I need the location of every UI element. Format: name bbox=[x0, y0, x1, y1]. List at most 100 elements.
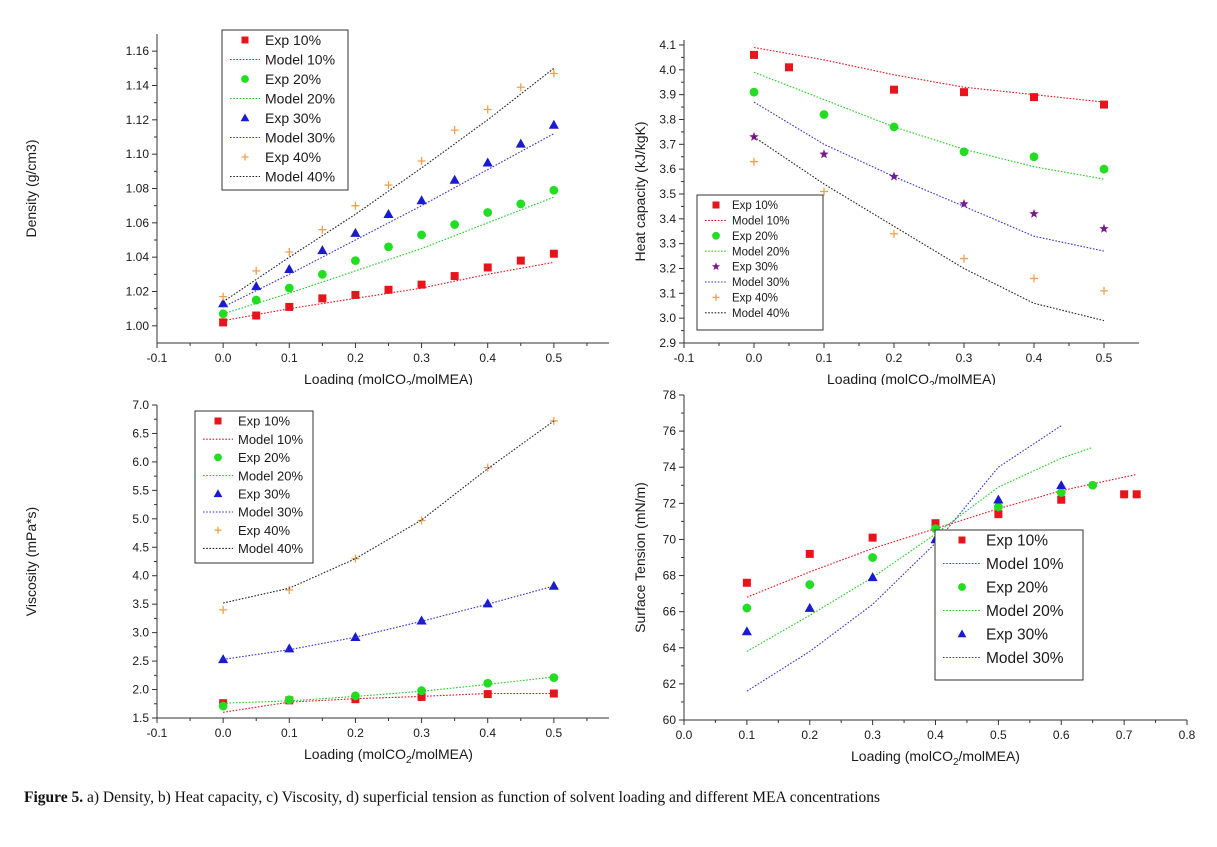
data-point-exp-30pct bbox=[482, 157, 493, 167]
data-point-exp-30pct bbox=[548, 119, 559, 129]
legend-label: Model 10% bbox=[265, 52, 335, 68]
data-point-exp-40pct bbox=[417, 516, 426, 525]
legend-swatch bbox=[214, 417, 222, 425]
y-tick-label: 74 bbox=[663, 460, 677, 474]
y-tick-label: 4.0 bbox=[659, 63, 676, 77]
series-line-model-10pct bbox=[223, 261, 554, 322]
data-point-exp-30pct bbox=[867, 572, 878, 582]
data-point-exp-20pct bbox=[284, 695, 294, 705]
data-point-exp-40pct bbox=[890, 229, 898, 238]
data-point-exp-30pct bbox=[350, 227, 361, 237]
legend-box bbox=[194, 410, 314, 564]
axes: -0.1 0.0 0.1 0.2 0.3 0.4 0.5 2.9 3.0 3.1 3.2 3.3 3.4… bbox=[659, 38, 1139, 365]
data-point-exp-20pct bbox=[417, 230, 426, 240]
data-point-exp-10pct bbox=[1100, 100, 1108, 109]
y-tick-label: 3.9 bbox=[659, 88, 676, 102]
data-point-exp-30pct bbox=[889, 171, 899, 181]
data-point-exp-30pct bbox=[741, 626, 752, 636]
data-point-exp-10pct bbox=[549, 249, 558, 258]
data-point-exp-40pct bbox=[483, 105, 492, 114]
data-point-exp-30pct bbox=[317, 245, 328, 255]
data-point-exp-20pct bbox=[1088, 480, 1098, 490]
data-point-exp-40pct bbox=[252, 266, 261, 275]
legend-swatch bbox=[711, 262, 721, 271]
data-point-exp-40pct bbox=[516, 83, 525, 92]
data-point-exp-30pct bbox=[218, 654, 229, 664]
data-point-exp-40pct bbox=[1030, 274, 1038, 283]
series-line-model-10pct bbox=[223, 692, 554, 713]
series-line-model-30pct bbox=[753, 101, 1105, 252]
data-point-exp-30pct bbox=[993, 494, 1004, 504]
data-point-exp-10pct bbox=[994, 510, 1003, 519]
y-tick-label: 5.5 bbox=[132, 483, 149, 497]
legend: Exp 10% Model 10% Exp 20% Model 20% Exp 30% M… bbox=[194, 410, 314, 564]
x-tick-label: 0.0 bbox=[746, 351, 763, 365]
y-axis-label: Heat capacity (kJ/kgK) bbox=[632, 121, 648, 261]
y-tick-label: 3.7 bbox=[659, 137, 676, 151]
data-point-exp-10pct bbox=[285, 302, 294, 311]
data-point-exp-20pct bbox=[889, 122, 899, 132]
legend-label: Model 20% bbox=[732, 246, 790, 258]
legend-label: Exp 20% bbox=[265, 71, 321, 87]
data-point-exp-20pct bbox=[1029, 152, 1039, 162]
legend-box bbox=[221, 29, 349, 191]
legend-swatch bbox=[241, 153, 249, 161]
series-line-model-10pct bbox=[753, 46, 1105, 103]
y-tick-label: 4.5 bbox=[132, 540, 149, 554]
data-point-exp-30pct bbox=[804, 602, 815, 612]
legend-box bbox=[696, 194, 824, 331]
legend-label: Model 20% bbox=[238, 468, 303, 483]
x-tick-label: 0.3 bbox=[956, 351, 973, 365]
data-point-exp-10pct bbox=[252, 311, 261, 320]
data-point-exp-10pct bbox=[750, 50, 758, 59]
series-points-exp-40pct bbox=[750, 157, 1108, 295]
series-line-model-30pct bbox=[222, 133, 555, 308]
x-tick-label: 0.3 bbox=[413, 351, 430, 365]
plot-area bbox=[749, 46, 1109, 322]
x-tick-label: 0.0 bbox=[215, 351, 232, 365]
viscosity-chart: -0.10.00.10.20.30.40.50.61.52.02.53.03.5… bbox=[23, 398, 609, 766]
y-tick-label: 6.0 bbox=[132, 455, 149, 469]
data-point-exp-20pct bbox=[384, 242, 393, 252]
data-point-exp-20pct bbox=[483, 208, 493, 217]
x-tick-label: 0.2 bbox=[886, 351, 903, 365]
series-line-model-30pct bbox=[223, 585, 555, 660]
plot-area bbox=[218, 416, 559, 713]
x-tick-label: 0.1 bbox=[281, 726, 298, 740]
x-tick-label: 0.6 bbox=[1053, 728, 1070, 742]
y-tick-label: 62 bbox=[663, 677, 677, 691]
axes: -0.10.00.10.20.30.40.50.61.001.021.041.0… bbox=[126, 34, 609, 365]
x-tick-label: 0.7 bbox=[1116, 728, 1133, 742]
series-points-exp-20pct bbox=[742, 480, 1098, 613]
data-point-exp-20pct bbox=[251, 295, 261, 305]
data-point-exp-10pct bbox=[483, 690, 492, 699]
legend: Exp 10% Model 10% Exp 20% Model 20% Exp 30% M… bbox=[221, 29, 349, 191]
plot-area bbox=[218, 67, 559, 327]
data-point-exp-10pct bbox=[1132, 490, 1141, 499]
y-tick-label: 3.0 bbox=[659, 311, 676, 325]
data-point-exp-30pct bbox=[959, 198, 969, 208]
series-line-model-20pct bbox=[753, 71, 1105, 180]
data-point-exp-20pct bbox=[284, 283, 294, 293]
data-point-exp-40pct bbox=[960, 254, 968, 263]
x-tick-label: -0.1 bbox=[147, 351, 168, 365]
y-tick-label: 68 bbox=[663, 569, 677, 583]
data-point-exp-20pct bbox=[749, 87, 759, 97]
heat-capacity-chart: -0.1 0.0 0.1 0.2 0.3 0.4 0.5 2.9 3.0 3.1 3.2 3.3 3.4… bbox=[632, 38, 1139, 385]
x-tick-label: -0.1 bbox=[147, 726, 168, 740]
legend-box bbox=[934, 529, 1084, 681]
axes: -0.10.00.10.20.30.40.50.61.52.02.53.03.5… bbox=[132, 398, 609, 740]
data-point-exp-10pct bbox=[516, 256, 525, 265]
series-points-exp-30pct bbox=[218, 580, 559, 664]
x-tick-label: 0.5 bbox=[1096, 351, 1113, 365]
legend-swatch bbox=[712, 201, 720, 209]
y-tick-label: 1.12 bbox=[126, 113, 150, 127]
series-points-exp-20pct bbox=[749, 87, 1109, 174]
legend-label: Model 30% bbox=[265, 130, 335, 146]
series-points-exp-10pct bbox=[219, 249, 558, 327]
legend-label: Exp 40% bbox=[238, 523, 290, 538]
data-point-exp-30pct bbox=[548, 580, 559, 590]
data-point-exp-40pct bbox=[750, 157, 758, 166]
data-point-exp-10pct bbox=[931, 519, 940, 528]
data-point-exp-10pct bbox=[960, 88, 968, 97]
